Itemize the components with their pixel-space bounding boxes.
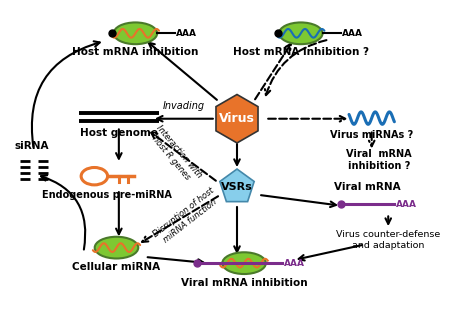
Text: AAA: AAA	[341, 29, 363, 38]
Text: Virus: Virus	[219, 112, 255, 125]
Text: siRNA: siRNA	[15, 141, 49, 151]
Text: Disruption of host
miRNA function: Disruption of host miRNA function	[152, 186, 223, 247]
Text: Virus miRNAs ?: Virus miRNAs ?	[330, 130, 413, 140]
Text: Viral mRNA inhibition: Viral mRNA inhibition	[181, 278, 308, 288]
Ellipse shape	[222, 252, 266, 274]
Ellipse shape	[279, 22, 323, 44]
Text: Cellular miRNA: Cellular miRNA	[73, 261, 161, 272]
Polygon shape	[216, 95, 258, 143]
Text: Endogenous pre-miRNA: Endogenous pre-miRNA	[42, 190, 172, 200]
Text: Host genome: Host genome	[80, 128, 158, 138]
Text: Viral mRNA: Viral mRNA	[334, 182, 400, 192]
Text: AAA: AAA	[396, 200, 417, 209]
Polygon shape	[220, 169, 254, 202]
Text: Viral  mRNA
inhibition ?: Viral mRNA inhibition ?	[346, 149, 411, 171]
Text: AAA: AAA	[176, 29, 197, 38]
Text: Invading: Invading	[163, 101, 205, 111]
Text: Virus counter-defense
and adaptation: Virus counter-defense and adaptation	[336, 230, 440, 250]
Text: Host mRNA inhibition: Host mRNA inhibition	[72, 47, 199, 57]
Text: VSRs: VSRs	[221, 182, 253, 192]
Text: AAA: AAA	[284, 259, 305, 268]
Text: Interaction with
host R genes: Interaction with host R genes	[146, 123, 203, 186]
Ellipse shape	[114, 22, 157, 44]
Ellipse shape	[95, 237, 138, 259]
Text: Host mRNA inhibition ?: Host mRNA inhibition ?	[233, 47, 369, 57]
